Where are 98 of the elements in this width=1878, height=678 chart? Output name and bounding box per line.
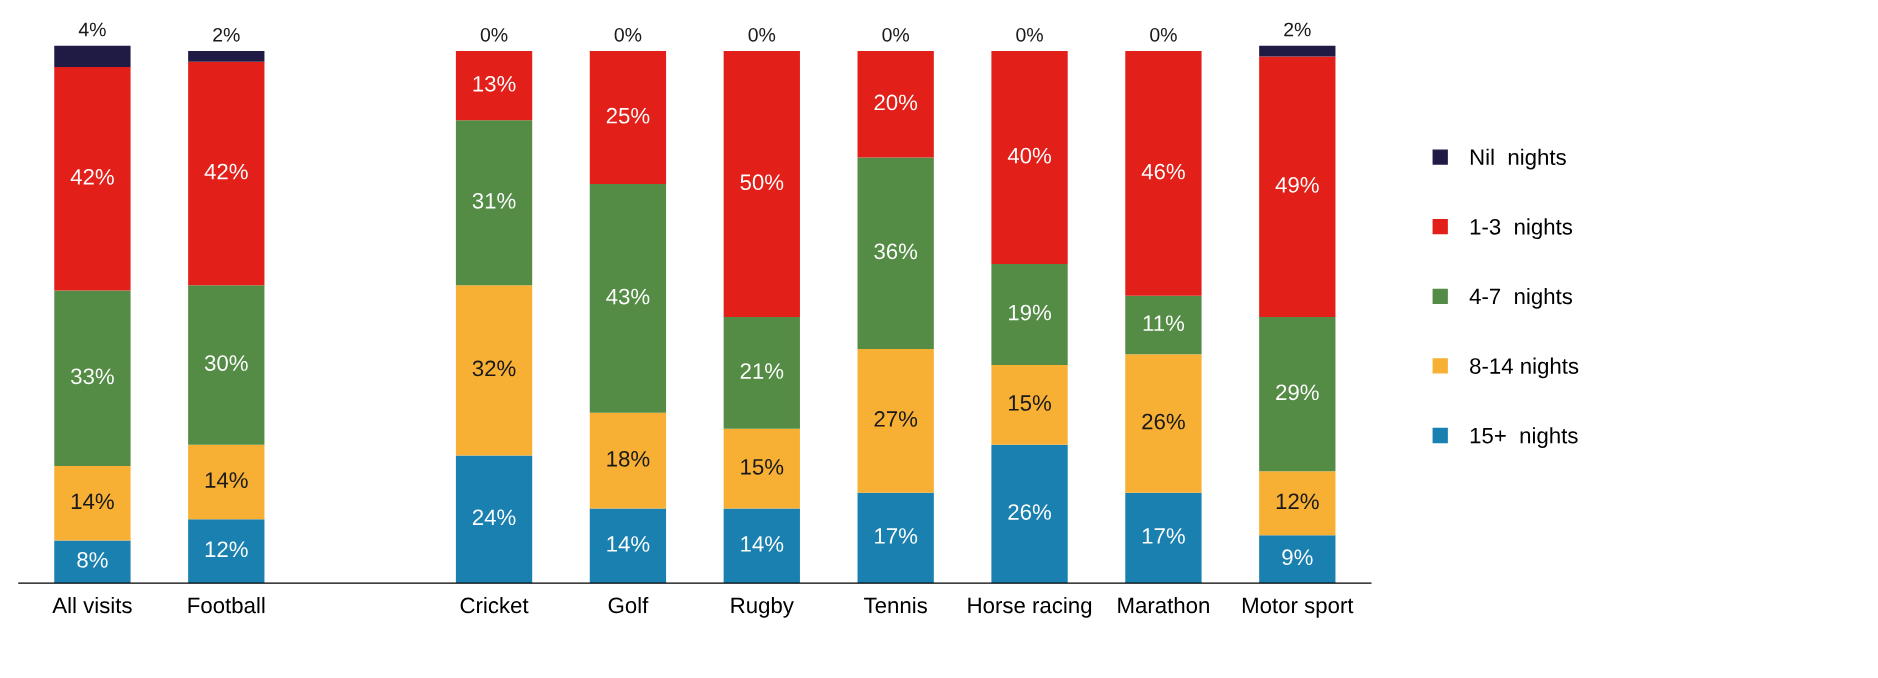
bar	[188, 51, 265, 62]
bar	[857, 492, 934, 584]
bar	[857, 349, 934, 493]
data-label: 42%	[70, 169, 114, 185]
data-label: 0%	[614, 27, 642, 42]
data-label: 29%	[1276, 384, 1319, 401]
bar	[54, 540, 131, 584]
data-label: 43%	[606, 288, 650, 305]
bar	[857, 51, 934, 158]
x-tick-label: Motor sport	[1242, 597, 1354, 618]
bar	[723, 508, 800, 584]
data-label: 15%	[1009, 395, 1051, 411]
data-label: 24%	[472, 509, 516, 526]
bar	[1125, 295, 1202, 355]
bar	[991, 364, 1068, 445]
bar	[589, 51, 667, 185]
bar	[188, 519, 265, 584]
data-label: 25%	[606, 107, 650, 124]
bar	[455, 51, 533, 121]
bar	[723, 51, 800, 318]
bar	[1259, 471, 1336, 536]
data-label: 46%	[1141, 163, 1185, 180]
x-tick-label: All visits	[52, 596, 132, 614]
bar	[857, 157, 934, 350]
data-label: 17%	[1142, 528, 1185, 544]
bar	[723, 317, 800, 429]
data-label: 27%	[874, 411, 918, 427]
bar	[991, 51, 1068, 264]
data-label: 30%	[204, 355, 248, 371]
data-label: 42%	[204, 163, 248, 180]
x-tick-label: Horse racing	[968, 596, 1092, 618]
data-label: 21%	[740, 363, 784, 379]
bar	[188, 61, 265, 286]
x-tick-label: Rugby	[731, 596, 794, 618]
data-label: 12%	[1276, 493, 1319, 510]
data-label: 40%	[1007, 147, 1051, 164]
data-label: 12%	[205, 541, 248, 558]
x-tick-label: Football	[188, 596, 265, 614]
data-label: 0%	[480, 27, 508, 42]
data-label: 33%	[71, 368, 114, 385]
x-tick-label: Marathon	[1118, 596, 1209, 614]
bar	[991, 444, 1068, 584]
bar	[1259, 535, 1336, 584]
data-label: 26%	[1142, 413, 1185, 430]
data-label: 0%	[748, 27, 776, 42]
bar	[188, 444, 265, 520]
bar	[54, 45, 131, 68]
data-label: 11%	[1143, 315, 1185, 331]
bar	[54, 67, 131, 291]
data-label: 2%	[213, 27, 240, 42]
data-label: 18%	[607, 450, 650, 467]
bar	[1125, 492, 1202, 584]
bar	[723, 428, 800, 509]
data-label: 0%	[1150, 27, 1177, 42]
data-label: 17%	[875, 528, 918, 544]
legend-label: 8-14 nights	[1470, 357, 1579, 379]
data-label: 0%	[882, 27, 910, 42]
data-label: 2%	[1284, 22, 1311, 37]
bar	[1259, 56, 1336, 318]
bar	[991, 263, 1068, 365]
bar	[589, 508, 667, 584]
bar	[455, 455, 533, 584]
bar	[1125, 354, 1202, 493]
data-label: 14%	[71, 493, 114, 510]
data-label: 32%	[472, 360, 516, 377]
legend-label: 15+ nights	[1470, 427, 1578, 448]
data-label: 15%	[741, 459, 784, 475]
data-label: 50%	[740, 174, 784, 191]
data-label: 0%	[1016, 27, 1043, 42]
data-label: 36%	[874, 243, 918, 260]
data-label: 14%	[607, 536, 650, 552]
data-label: 20%	[874, 94, 918, 111]
bar	[1259, 317, 1336, 472]
x-tick-label: Cricket	[460, 596, 529, 614]
legend-label: 1-3 nights	[1470, 218, 1573, 240]
data-label: 19%	[1009, 304, 1051, 321]
bar	[589, 184, 667, 413]
data-label: 14%	[741, 536, 784, 552]
data-label: 49%	[1275, 177, 1319, 193]
legend-label: Nil nights	[1470, 148, 1566, 170]
bar	[54, 466, 131, 541]
x-tick-label: Golf	[608, 596, 649, 614]
bar	[1259, 45, 1336, 57]
data-label: 31%	[472, 192, 516, 209]
legend-label: 4-7 nights	[1469, 287, 1573, 309]
bar	[455, 285, 533, 456]
bar	[455, 120, 533, 286]
bar	[589, 412, 667, 509]
data-label: 13%	[473, 75, 516, 92]
data-label: 8%	[77, 552, 108, 568]
x-tick-label: Tennis	[864, 596, 927, 614]
bar	[54, 290, 131, 467]
data-label: 4%	[78, 22, 106, 37]
data-label: 9%	[1282, 549, 1313, 566]
data-label: 26%	[1008, 504, 1051, 520]
bar	[188, 285, 265, 445]
bar	[1125, 51, 1202, 296]
data-label: 14%	[205, 472, 248, 488]
